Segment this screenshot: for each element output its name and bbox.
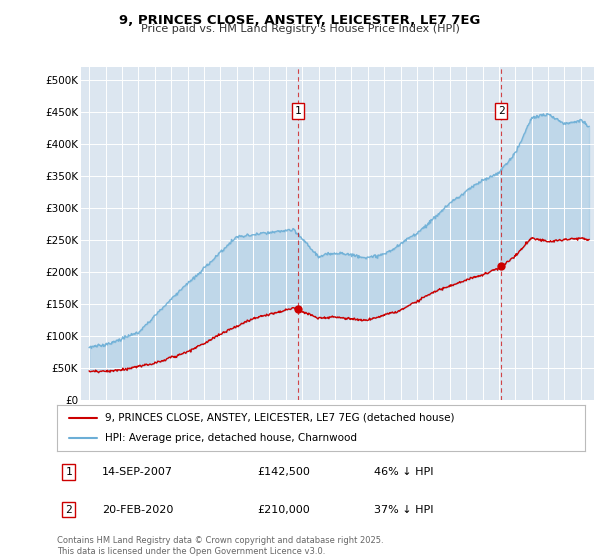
Text: £142,500: £142,500 <box>257 467 311 477</box>
Text: 2: 2 <box>497 106 505 116</box>
Text: 37% ↓ HPI: 37% ↓ HPI <box>374 505 433 515</box>
Text: 20-FEB-2020: 20-FEB-2020 <box>102 505 173 515</box>
Text: 1: 1 <box>294 106 301 116</box>
Text: 9, PRINCES CLOSE, ANSTEY, LEICESTER, LE7 7EG (detached house): 9, PRINCES CLOSE, ANSTEY, LEICESTER, LE7… <box>104 413 454 423</box>
Text: £210,000: £210,000 <box>257 505 310 515</box>
Text: 9, PRINCES CLOSE, ANSTEY, LEICESTER, LE7 7EG: 9, PRINCES CLOSE, ANSTEY, LEICESTER, LE7… <box>119 14 481 27</box>
Text: HPI: Average price, detached house, Charnwood: HPI: Average price, detached house, Char… <box>104 433 356 443</box>
Text: Price paid vs. HM Land Registry's House Price Index (HPI): Price paid vs. HM Land Registry's House … <box>140 24 460 34</box>
Text: 46% ↓ HPI: 46% ↓ HPI <box>374 467 433 477</box>
Text: Contains HM Land Registry data © Crown copyright and database right 2025.
This d: Contains HM Land Registry data © Crown c… <box>57 536 383 556</box>
Text: 14-SEP-2007: 14-SEP-2007 <box>102 467 173 477</box>
Text: 2: 2 <box>65 505 72 515</box>
Text: 1: 1 <box>65 467 72 477</box>
